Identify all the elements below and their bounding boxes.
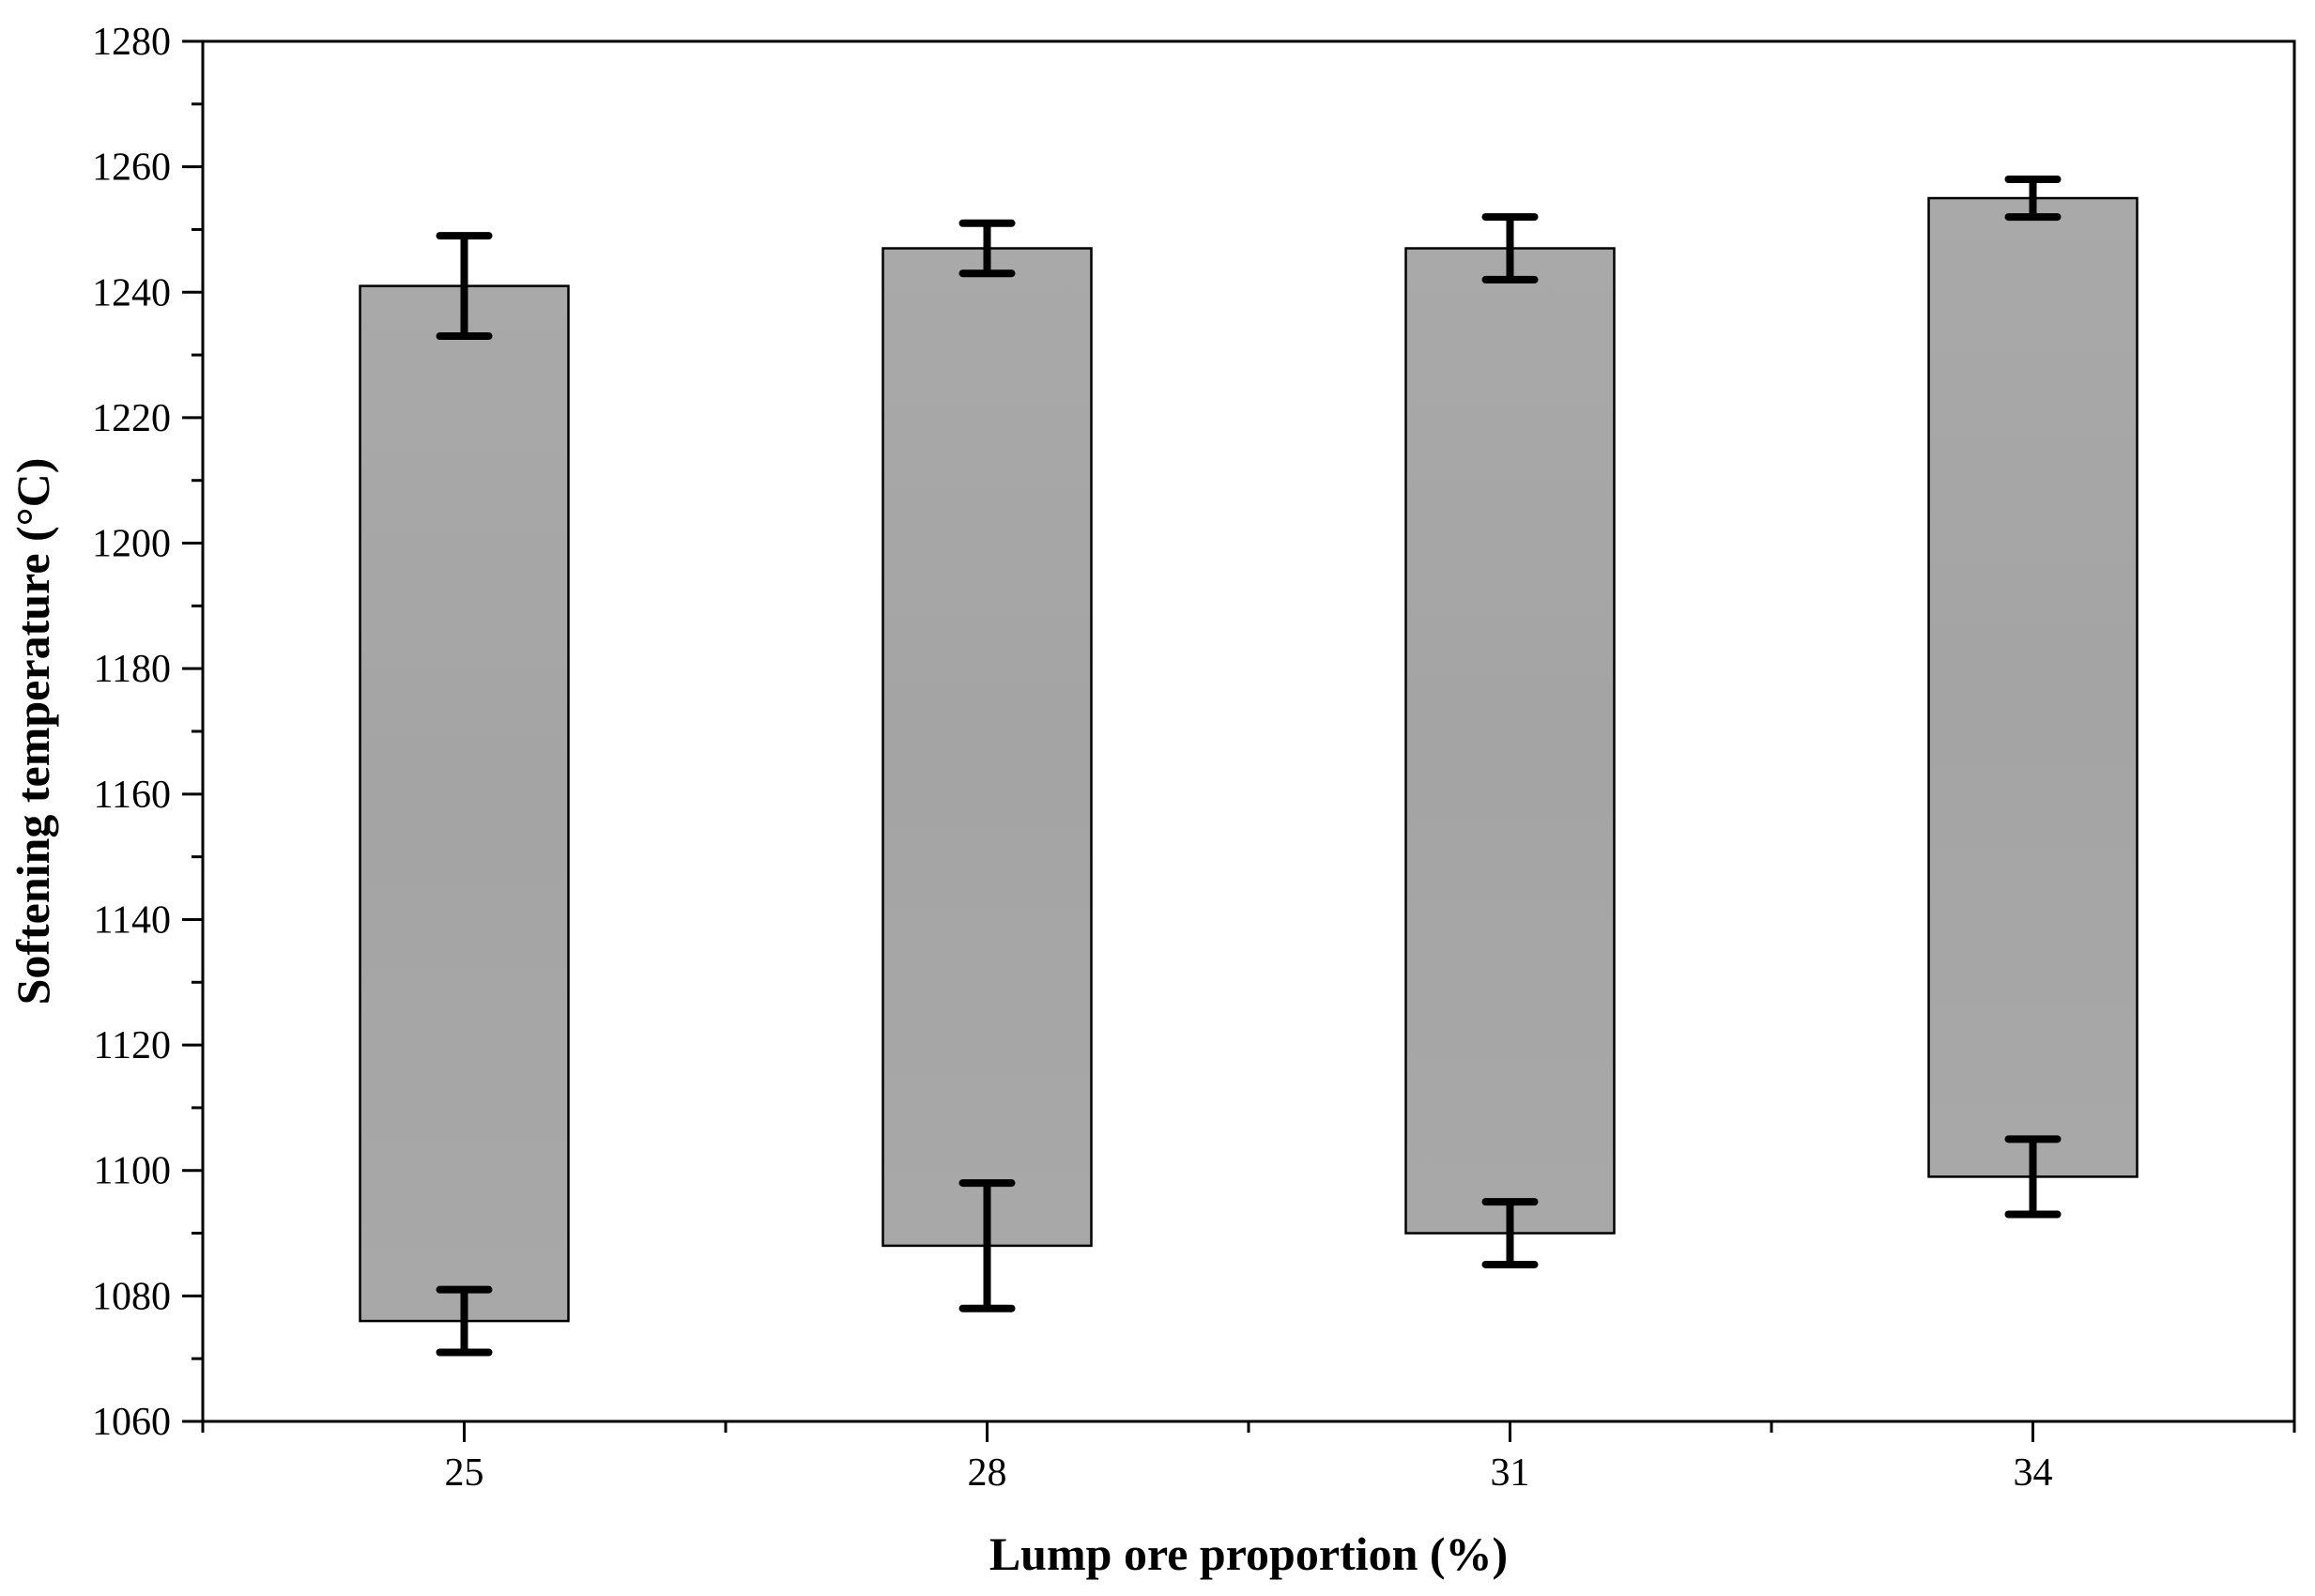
y-tick-label: 1140 bbox=[94, 898, 171, 942]
range-bar-28 bbox=[882, 247, 1093, 1248]
error-bar-31-low bbox=[1481, 1198, 1539, 1268]
y-tick-label: 1080 bbox=[92, 1275, 171, 1318]
error-bar-31-high bbox=[1481, 213, 1539, 284]
y-tick-label: 1060 bbox=[92, 1401, 171, 1444]
y-tick-label: 1200 bbox=[92, 523, 171, 566]
y-tick-label: 1100 bbox=[94, 1150, 171, 1193]
range-bar-31 bbox=[1404, 247, 1616, 1235]
error-bar-34-high bbox=[2004, 176, 2062, 222]
y-tick-label: 1120 bbox=[94, 1024, 171, 1067]
y-axis: 1060 1080 1100 1120 1140 1160 1180 1200 1220 1240… bbox=[92, 21, 203, 1444]
y-tick-label: 1260 bbox=[92, 146, 171, 190]
x-tick-label: 31 bbox=[1491, 1451, 1530, 1495]
x-tick-label: 25 bbox=[445, 1451, 484, 1495]
range-bar-25 bbox=[359, 284, 570, 1323]
y-tick-label: 1280 bbox=[92, 21, 171, 64]
range-bar-34 bbox=[1927, 196, 2139, 1178]
x-axis: 25 28 31 34 bbox=[201, 1421, 2296, 1495]
error-bar-25-high bbox=[436, 232, 493, 341]
error-bar-34-low bbox=[2004, 1135, 2062, 1219]
error-bar-28-high bbox=[958, 219, 1016, 278]
error-bar-28-low bbox=[958, 1179, 1016, 1312]
y-tick-label: 1240 bbox=[92, 271, 171, 315]
error-bars-layer bbox=[436, 176, 2062, 1357]
y-tick-label: 1160 bbox=[94, 774, 171, 817]
x-tick-label: 28 bbox=[968, 1451, 1007, 1495]
error-bar-25-low bbox=[436, 1285, 493, 1357]
x-tick-label: 34 bbox=[2014, 1451, 2053, 1495]
y-tick-label: 1180 bbox=[94, 648, 171, 691]
x-axis-title: Lump ore proportion (%) bbox=[989, 1527, 1508, 1580]
bars-layer bbox=[359, 196, 2139, 1323]
y-axis-title: Softening temperature (°C) bbox=[7, 458, 59, 1005]
y-tick-label: 1220 bbox=[92, 397, 171, 440]
